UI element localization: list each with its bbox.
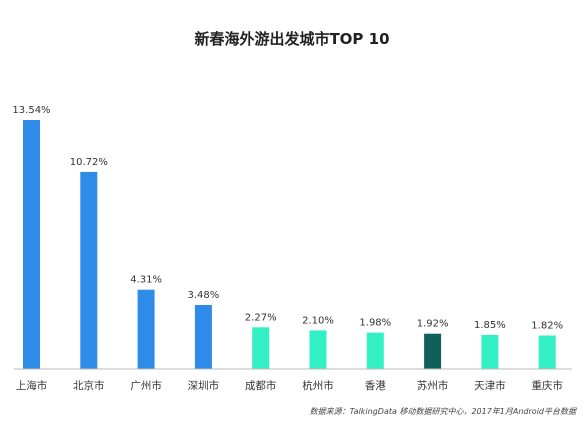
bar-0 bbox=[23, 120, 40, 369]
chart-title: 新春海外游出发城市TOP 10 bbox=[194, 30, 389, 48]
value-label-2: 4.31% bbox=[130, 275, 162, 286]
bar-1 bbox=[80, 171, 98, 369]
value-label-9: 1.82% bbox=[531, 321, 563, 332]
source-note: 数据来源：TalkingData 移动数据研究中心，2017年1月Android… bbox=[310, 407, 577, 416]
category-label-5: 杭州市 bbox=[302, 379, 334, 392]
value-label-0: 13.54% bbox=[12, 105, 50, 116]
category-label-8: 天津市 bbox=[474, 379, 506, 392]
category-label-6: 香港 bbox=[365, 380, 386, 392]
value-label-6: 1.98% bbox=[359, 318, 391, 329]
category-label-2: 广州市 bbox=[130, 379, 162, 392]
category-label-9: 重庆市 bbox=[531, 379, 563, 392]
bar-9 bbox=[538, 335, 556, 369]
category-label-1: 北京市 bbox=[73, 379, 105, 392]
bars-group bbox=[23, 120, 556, 369]
value-label-5: 2.10% bbox=[302, 315, 334, 326]
value-label-8: 1.85% bbox=[474, 320, 506, 331]
value-labels-group: 13.54% 10.72% 4.31% 3.48% 2.27% 2.10% 1.98% 1.9… bbox=[12, 105, 563, 332]
bar-4 bbox=[252, 327, 270, 369]
category-label-7: 苏州市 bbox=[417, 379, 449, 392]
value-label-4: 2.27% bbox=[245, 312, 277, 323]
category-labels-group: 上海市 北京市 广州市 深圳市 成都市 杭州市 香港 苏州市 天津市 重庆市 bbox=[16, 379, 563, 392]
value-label-1: 10.72% bbox=[70, 157, 108, 168]
bar-2 bbox=[137, 289, 155, 369]
category-label-0: 上海市 bbox=[16, 379, 48, 392]
category-label-3: 深圳市 bbox=[188, 379, 220, 392]
bar-3 bbox=[194, 305, 212, 369]
bar-5 bbox=[309, 330, 327, 369]
category-label-4: 成都市 bbox=[245, 379, 277, 392]
value-label-3: 3.48% bbox=[188, 290, 220, 301]
bar-8 bbox=[481, 335, 499, 369]
value-label-7: 1.92% bbox=[417, 319, 449, 330]
bar-7 bbox=[424, 333, 442, 369]
bar-6 bbox=[366, 332, 384, 369]
